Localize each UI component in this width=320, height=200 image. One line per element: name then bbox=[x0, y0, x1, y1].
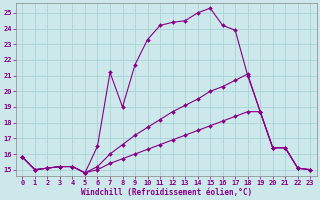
X-axis label: Windchill (Refroidissement éolien,°C): Windchill (Refroidissement éolien,°C) bbox=[81, 188, 252, 197]
